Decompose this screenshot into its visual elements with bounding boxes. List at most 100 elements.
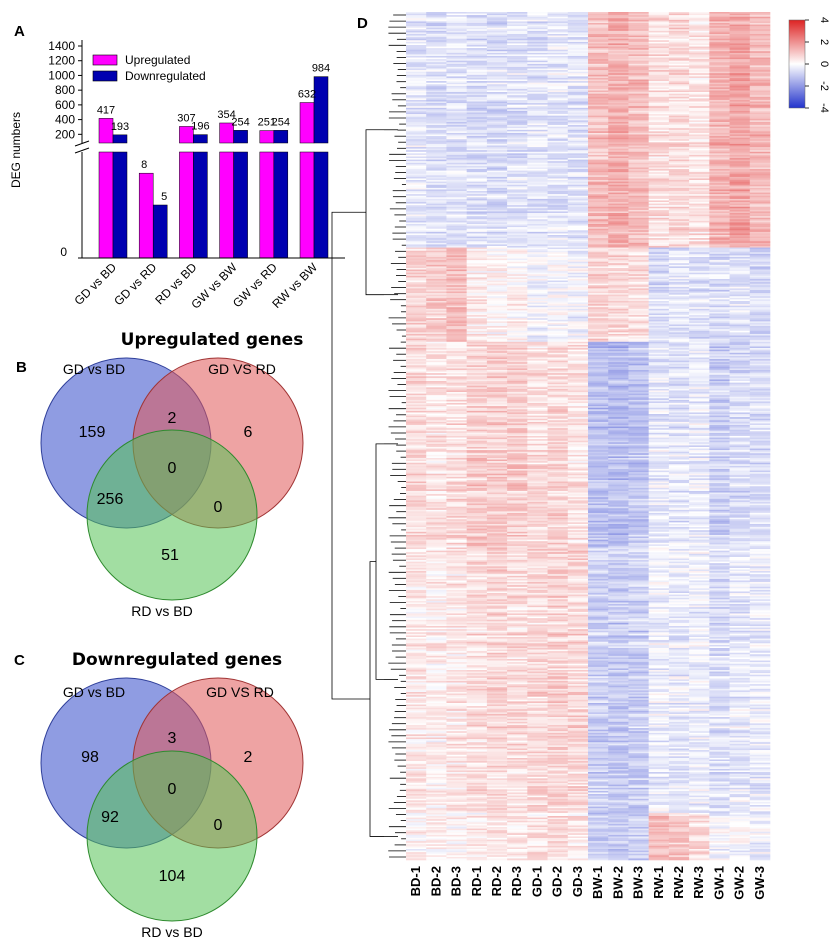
heatmap-cell: [486, 79, 508, 82]
heatmap-cell: [527, 103, 548, 105]
heatmap-cell: [446, 167, 467, 170]
heatmap-cell: [406, 21, 427, 24]
heatmap-cell: [446, 65, 467, 68]
heatmap-cell: [628, 41, 649, 44]
heatmap-cell: [648, 27, 670, 30]
heatmap-cell: [749, 26, 771, 28]
heatmap-cell: [689, 38, 710, 41]
heatmap-cell: [466, 191, 488, 193]
heatmap-cell: [749, 137, 771, 140]
heatmap-cell: [426, 178, 447, 181]
heatmap-cell: [547, 12, 569, 14]
heatmap-cell: [466, 88, 488, 91]
heatmap-cell: [668, 161, 690, 164]
heatmap-cell: [567, 125, 589, 127]
heatmap-cell: [689, 132, 710, 135]
heatmap-cell: [426, 49, 447, 52]
heatmap-cell: [486, 162, 508, 165]
heatmap-cell: [426, 55, 447, 58]
heatmap-cell: [749, 110, 771, 113]
heatmap-cell: [648, 79, 670, 82]
heatmap-cell: [406, 156, 427, 159]
heatmap-cell: [547, 48, 569, 50]
heatmap-cell: [709, 109, 730, 112]
heatmap-cell: [729, 140, 751, 143]
heatmap-cell: [608, 35, 629, 38]
heatmap-cell: [608, 59, 629, 61]
heatmap-cell: [648, 143, 670, 146]
heatmap-cell: [527, 172, 548, 175]
bar-downregulated-3-lower: [233, 151, 248, 259]
heatmap-cell: [426, 156, 447, 159]
heatmap-cell: [668, 33, 690, 36]
heatmap-cell: [588, 158, 609, 160]
heatmap-cell: [406, 59, 427, 61]
heatmap-cell: [466, 169, 488, 171]
heatmap-cell: [547, 107, 569, 110]
heatmap-cell: [567, 156, 589, 159]
heatmap-cell: [729, 183, 751, 186]
heatmap-cell: [486, 148, 508, 151]
heatmap-cell: [466, 21, 488, 24]
heatmap-cell: [749, 145, 771, 148]
heatmap-cell: [486, 68, 508, 71]
heatmap-cell: [547, 156, 569, 159]
heatmap-cell: [648, 147, 670, 149]
heatmap-cell: [709, 63, 730, 66]
heatmap-cell: [406, 49, 427, 52]
heatmap-cell: [628, 51, 649, 54]
heatmap-cell: [689, 44, 710, 47]
heatmap-cell: [426, 88, 447, 91]
heatmap-cell: [547, 30, 569, 33]
y-axis-label: DEG numbers: [9, 112, 23, 188]
heatmap-cell: [709, 46, 730, 49]
heatmap-cell: [547, 96, 569, 99]
heatmap-cell: [608, 30, 629, 33]
heatmap-cell: [648, 70, 670, 72]
heatmap-cell: [668, 98, 690, 101]
heatmap-cell: [749, 13, 771, 16]
heatmap-cell: [628, 180, 649, 182]
heatmap-cell: [426, 82, 447, 85]
heatmap-cell: [668, 170, 690, 173]
heatmap-cell: [486, 142, 508, 145]
heatmap-cell: [406, 162, 427, 165]
heatmap-cell: [749, 90, 771, 93]
heatmap-cell: [608, 40, 629, 43]
heatmap-cell: [466, 92, 488, 94]
heatmap-cell: [709, 137, 730, 140]
heatmap-cell: [689, 186, 710, 189]
heatmap-cell: [446, 71, 467, 74]
heatmap-cell: [749, 172, 771, 175]
heatmap-cell: [446, 134, 467, 137]
heatmap-cell: [709, 35, 730, 38]
heatmap-cell: [446, 103, 467, 105]
heatmap-cell: [648, 191, 670, 193]
heatmap-cell: [709, 156, 730, 159]
heatmap-cell: [709, 195, 730, 198]
heatmap-cell: [426, 197, 447, 200]
heatmap-cell: [709, 55, 730, 58]
heatmap-cell: [668, 159, 690, 162]
heatmap-cell: [729, 44, 751, 47]
heatmap-cell: [486, 70, 508, 72]
heatmap-cell: [547, 192, 569, 195]
heatmap-cell: [709, 95, 730, 98]
heatmap-cell: [628, 92, 649, 94]
heatmap-cell: [426, 92, 447, 94]
heatmap-cell: [628, 147, 649, 149]
heatmap-cell: [406, 107, 427, 110]
heatmap-cell: [426, 60, 447, 63]
heatmap-cell: [668, 169, 690, 171]
heatmap-cell: [507, 49, 528, 52]
heatmap-cell: [547, 46, 569, 49]
heatmap-cell: [406, 106, 427, 109]
heatmap-cell: [588, 132, 609, 135]
heatmap-cell: [648, 85, 670, 88]
heatmap-cell: [486, 37, 508, 39]
heatmap-cell: [709, 84, 730, 87]
heatmap-cell: [446, 139, 467, 142]
heatmap-cell: [507, 161, 528, 164]
heatmap-cell: [668, 24, 690, 27]
heatmap-cell: [648, 40, 670, 43]
